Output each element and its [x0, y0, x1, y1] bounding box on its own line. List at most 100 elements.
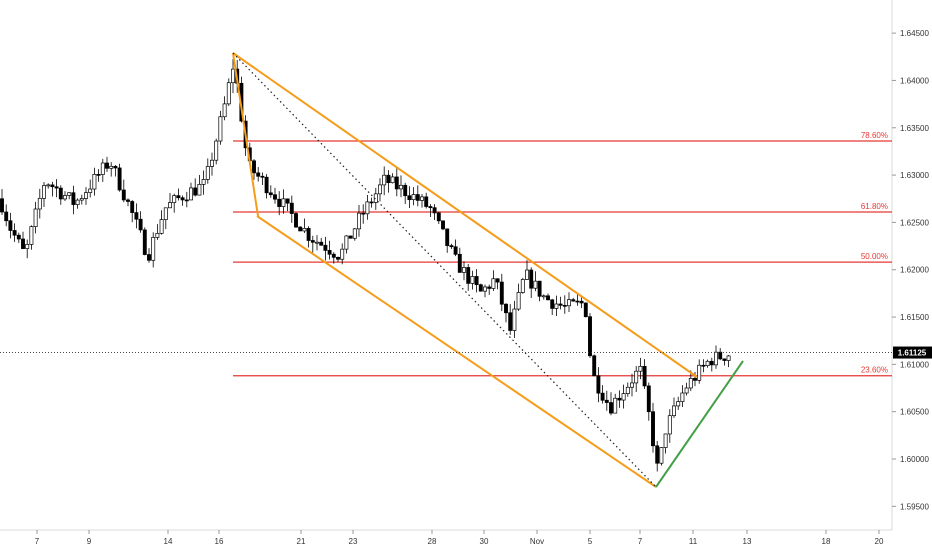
time-tick-label: Nov — [530, 537, 544, 546]
candle-body — [453, 246, 458, 255]
candle-body — [151, 237, 156, 261]
price-tick-label: 1.59500 — [900, 502, 929, 511]
candle-body — [16, 234, 21, 240]
candle-body — [67, 192, 72, 196]
candles — [0, 58, 731, 472]
candle-body — [415, 194, 420, 201]
candle-body — [54, 186, 59, 189]
candle-body — [25, 244, 30, 249]
candle-body — [302, 228, 307, 232]
candle-body — [42, 185, 46, 199]
time-tick-label: 30 — [480, 537, 489, 546]
candle-body — [630, 382, 634, 388]
price-tick-label: 1.64000 — [900, 76, 929, 85]
candle-body — [382, 174, 387, 186]
candle-body — [684, 387, 689, 394]
time-tick-label: 18 — [822, 537, 831, 546]
candle-body — [600, 392, 605, 401]
fib-level-label: 78.60% — [861, 131, 888, 140]
candle-body — [373, 193, 378, 203]
candle-body — [390, 176, 395, 184]
candle-body — [100, 162, 105, 175]
candle-body — [592, 355, 597, 377]
time-tick-label: 7 — [638, 537, 643, 546]
time-tick-label: 14 — [164, 537, 173, 546]
channel-lower-line — [256, 215, 657, 488]
candle-body — [172, 195, 177, 203]
candle-body — [697, 364, 702, 381]
candle-body — [667, 415, 672, 435]
candle-body — [134, 212, 139, 220]
price-tick-label: 1.60500 — [900, 408, 929, 417]
candle-body — [218, 116, 223, 142]
candle-body — [84, 192, 88, 199]
candle-body — [726, 355, 731, 361]
candle-body — [142, 229, 147, 255]
time-axis-ticks: 7 9 14 16 21 23 28 30 Nov 5 7 11 13 18 20 — [35, 530, 884, 546]
candle-body — [226, 82, 231, 105]
candle-body — [617, 397, 622, 401]
candle-body — [504, 303, 508, 314]
candle-body — [277, 198, 282, 207]
candle-body — [541, 295, 546, 298]
candle-body — [445, 228, 450, 246]
candle-body — [201, 179, 206, 185]
candle-body — [474, 276, 479, 286]
candle-body — [705, 360, 710, 366]
candle-body — [575, 300, 580, 303]
candle-body — [638, 365, 643, 372]
candle-body — [46, 184, 51, 187]
candle-body — [449, 245, 454, 248]
candle-body — [424, 196, 429, 207]
candle-body — [512, 308, 517, 331]
candle-body — [457, 253, 462, 273]
candle-body — [256, 172, 261, 177]
candle-body — [403, 184, 408, 197]
candle-body — [533, 280, 538, 289]
price-tick-label: 1.61500 — [900, 313, 929, 322]
candle-body — [529, 269, 534, 289]
candle-body — [709, 360, 714, 366]
candle-body — [29, 226, 34, 245]
candle-body — [298, 226, 303, 232]
candle-body — [205, 166, 210, 180]
candle-body — [378, 184, 382, 195]
candle-body — [210, 159, 214, 167]
candle-body — [436, 212, 441, 222]
fib-level-label: 61.80% — [861, 202, 888, 211]
candle-body — [546, 295, 550, 301]
candle-body — [499, 281, 504, 305]
candle-body — [428, 206, 433, 209]
candle-body — [680, 392, 685, 402]
candle-body — [63, 195, 67, 200]
candle-body — [92, 174, 97, 190]
candle-body — [407, 195, 412, 201]
fib-level-label: 50.00% — [861, 252, 888, 261]
candle-body — [285, 198, 290, 204]
candle-body — [8, 220, 13, 231]
candle-body — [525, 269, 529, 280]
candle-body — [655, 445, 660, 464]
fib-levels: 78.60% 61.80% 50.00% 23.60% — [233, 131, 892, 377]
candle-body — [462, 267, 466, 273]
green-trend-line — [655, 360, 744, 488]
candle-body — [222, 103, 227, 118]
last-price-box — [893, 346, 932, 359]
candle-body — [260, 175, 265, 178]
candle-body — [281, 198, 286, 207]
candle-body — [344, 235, 349, 250]
candle-body — [180, 197, 185, 201]
price-tick-label: 1.63000 — [900, 171, 929, 180]
time-tick-label: 7 — [35, 537, 40, 546]
candle-body — [516, 292, 521, 310]
candle-body — [558, 303, 563, 306]
candle-body — [264, 176, 269, 194]
candle-body — [676, 401, 681, 407]
candle-body — [12, 230, 17, 236]
price-tick-label: 1.63500 — [900, 124, 929, 133]
candle-body — [268, 192, 273, 196]
candle-body — [369, 201, 374, 204]
candle-body — [231, 68, 235, 84]
